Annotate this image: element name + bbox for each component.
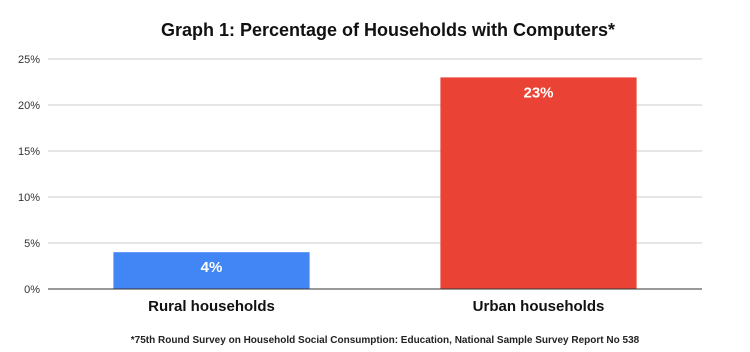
data-label: 23% [523,84,553,101]
y-tick-label: 20% [18,100,40,112]
y-tick-label: 5% [24,238,40,250]
y-tick-label: 0% [24,284,40,296]
category-label: Rural households [148,298,275,315]
chart-title: Graph 1: Percentage of Households with C… [161,20,615,40]
category-label: Urban households [473,298,605,315]
footnote: *75th Round Survey on Household Social C… [131,335,640,346]
y-tick-label: 10% [18,192,40,204]
bar-rural [113,252,310,289]
y-tick-label: 25% [18,54,40,66]
data-labels: 4% 23% [201,84,554,276]
y-tick-label: 15% [18,146,40,158]
bar-urban [440,77,637,290]
y-axis-tick-labels: 0% 5% 10% 15% 20% 25% [18,54,40,296]
data-label: 4% [201,259,223,276]
category-labels: Rural households Urban households [148,298,604,315]
bars [113,77,637,290]
